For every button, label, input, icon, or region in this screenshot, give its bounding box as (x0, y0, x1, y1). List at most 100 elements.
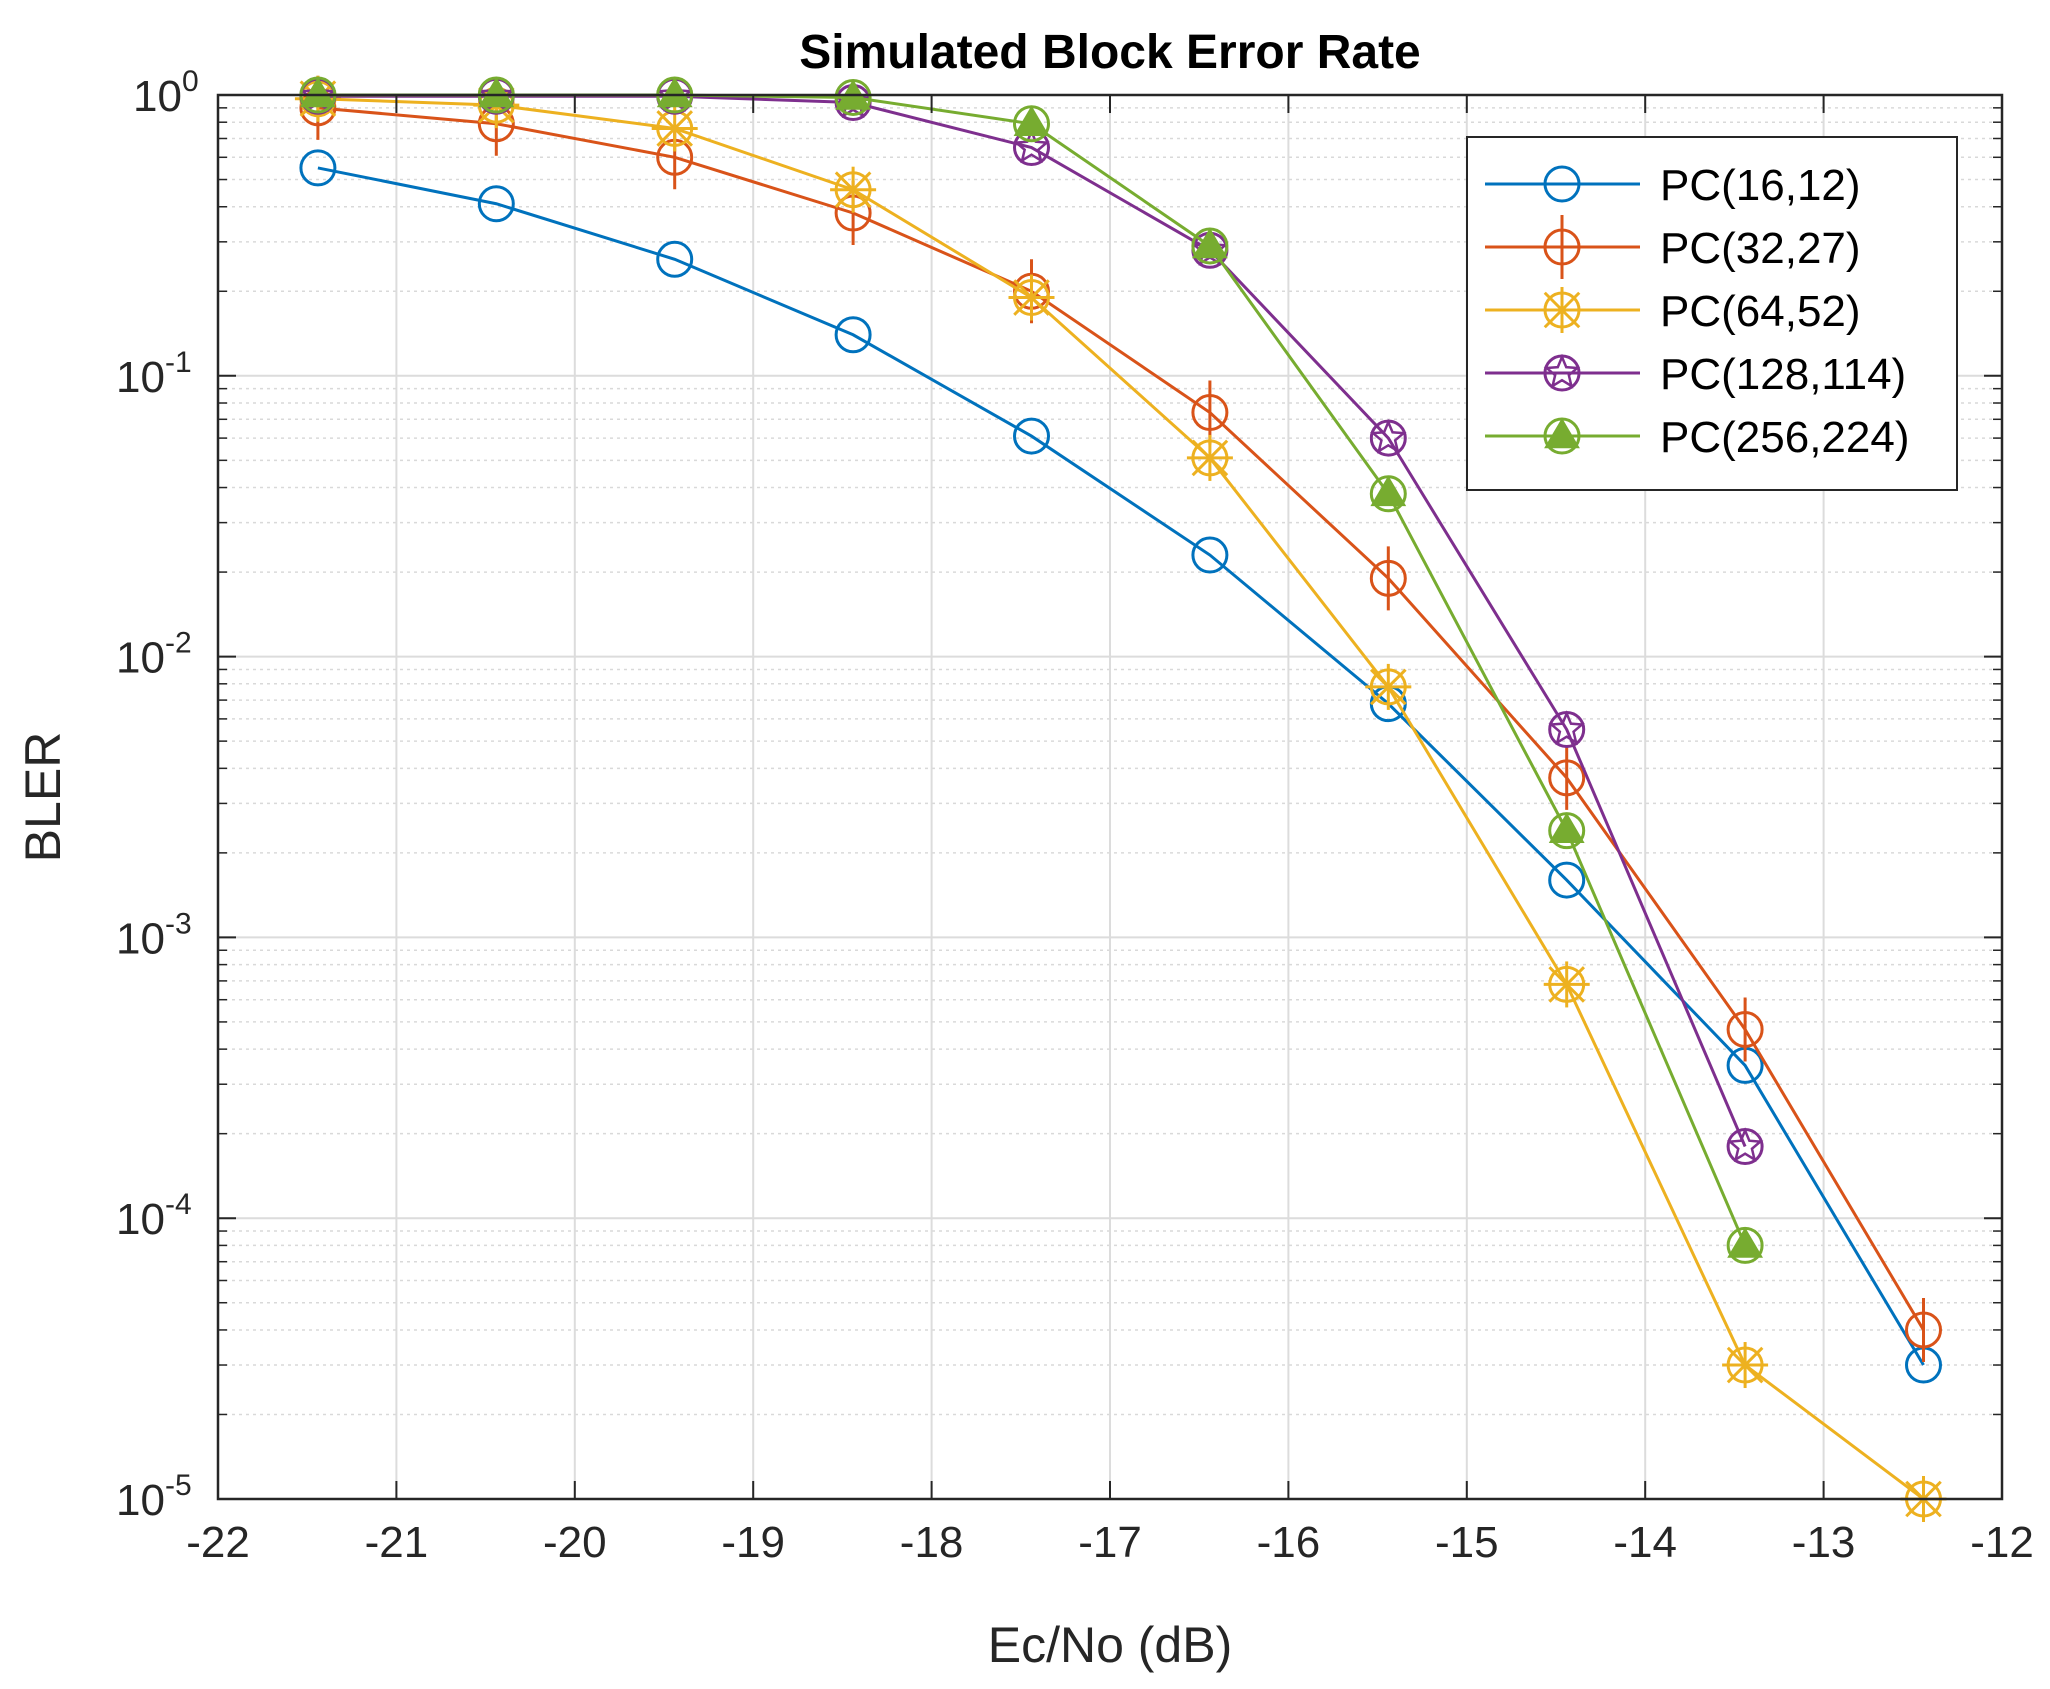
marker-asterisk (1543, 291, 1581, 329)
marker-star (1543, 353, 1581, 389)
y-tick-base: 10 (116, 353, 165, 402)
legend-item: PC(128,114) (1485, 350, 1906, 399)
legend-item: PC(64,52) (1485, 287, 1861, 336)
y-tick-label: 100 (133, 65, 199, 121)
y-tick-exponent: -5 (165, 1469, 192, 1502)
x-axis-title: Ec/No (dB) (988, 1617, 1233, 1673)
data-point (1726, 1127, 1764, 1166)
data-point (1548, 745, 1586, 810)
marker-asterisk (1548, 966, 1586, 1003)
legend-item: PC(16,12) (1485, 161, 1861, 210)
x-tick-labels: -22 -21 -20 -19 -18 -17 -16 -15 -14 -13 -12 (186, 1518, 2034, 1567)
data-point (1722, 1342, 1769, 1389)
legend-label: PC(256,224) (1660, 413, 1909, 462)
marker-star (1726, 1127, 1764, 1163)
y-tick-base: 10 (116, 1476, 165, 1525)
legend-label: PC(16,12) (1660, 161, 1861, 210)
data-point (1191, 227, 1229, 265)
marker-star (1013, 128, 1050, 164)
x-tick-label: -17 (1078, 1518, 1142, 1567)
x-tick-label: -18 (900, 1518, 964, 1567)
y-tick-base: 10 (116, 1195, 165, 1244)
legend-marker (1543, 417, 1581, 455)
marker-circle (834, 316, 872, 354)
marker-circle (656, 240, 694, 278)
y-tick-label: 10-5 (116, 1469, 192, 1525)
data-point (1726, 1226, 1764, 1264)
x-tick-label: -22 (186, 1518, 250, 1567)
marker-circle (1013, 417, 1051, 455)
data-point (1365, 663, 1412, 710)
marker-asterisk (1191, 439, 1229, 477)
marker-asterisk (1726, 1346, 1764, 1384)
legend-item: PC(256,224) (1485, 413, 1909, 462)
legend-items: PC(16,12) PC(32,27) PC(64,52) PC(128,114) PC… (1485, 161, 1909, 462)
data-point (1008, 274, 1055, 321)
marker-triangle (656, 76, 693, 108)
data-point (1905, 1297, 1943, 1362)
data-point (299, 149, 337, 187)
data-point (1369, 418, 1407, 457)
x-tick-label: -19 (721, 1518, 785, 1567)
data-point (1013, 417, 1051, 455)
marker-asterisk (1013, 279, 1050, 316)
legend-label: PC(64,52) (1660, 287, 1861, 336)
y-tick-exponent: -3 (165, 907, 192, 940)
legend-marker (1539, 287, 1585, 333)
y-tick-label: 10-2 (116, 627, 192, 683)
data-point (656, 240, 694, 278)
y-axis-title: BLER (15, 732, 71, 863)
y-tick-base: 10 (133, 72, 182, 121)
y-tick-label: 10-3 (116, 907, 192, 963)
marker-triangle (1727, 1227, 1764, 1258)
legend-item: PC(32,27) (1485, 215, 1861, 279)
legend-label: PC(128,114) (1660, 350, 1906, 399)
y-tick-exponent: -2 (165, 627, 192, 660)
series-line (317, 106, 1925, 1331)
data-point (1548, 812, 1586, 850)
marker-triangle (1544, 417, 1580, 449)
marker-asterisk (1369, 668, 1407, 706)
data-point (1548, 710, 1586, 749)
y-tick-base: 10 (116, 914, 165, 963)
data-point (1369, 546, 1407, 611)
marker-triangle (300, 76, 336, 108)
data-point (1726, 997, 1764, 1062)
marker-asterisk (656, 110, 694, 147)
marker-circle (1548, 861, 1586, 899)
y-tick-base: 10 (116, 634, 165, 683)
data-point (651, 105, 698, 152)
legend-marker (1543, 353, 1581, 392)
series-line (317, 97, 1925, 1501)
x-tick-label: -14 (1613, 1518, 1677, 1567)
x-tick-label: -12 (1970, 1518, 2034, 1567)
x-tick-label: -20 (543, 1518, 607, 1567)
data-point (1013, 105, 1051, 143)
marker-circle (1543, 165, 1581, 203)
data-point (830, 166, 877, 213)
marker-star (1548, 710, 1586, 746)
x-tick-label: -13 (1792, 1518, 1856, 1567)
data-point (477, 185, 515, 223)
legend: PC(16,12) PC(32,27) PC(64,52) PC(128,114) PC… (1466, 136, 1958, 491)
marker-triangle (478, 76, 515, 108)
data-point (1369, 475, 1407, 513)
y-tick-exponent: -4 (165, 1188, 192, 1221)
marker-star (1369, 418, 1407, 454)
tick-marks (217, 94, 2003, 1500)
data-point (1543, 961, 1590, 1008)
data-point (834, 316, 872, 354)
chart-title: Simulated Block Error Rate (799, 26, 1421, 79)
marker-asterisk (834, 171, 872, 209)
legend-label: PC(32,27) (1660, 224, 1861, 273)
x-tick-label: -15 (1435, 1518, 1499, 1567)
marker-triangle (1548, 812, 1585, 843)
y-tick-label: 10-4 (116, 1188, 192, 1244)
marker-circle (477, 185, 515, 223)
y-tick-label: 10-1 (116, 346, 192, 402)
data-point (1191, 536, 1229, 574)
y-tick-exponent: -1 (165, 346, 192, 379)
data-point (1186, 434, 1233, 481)
